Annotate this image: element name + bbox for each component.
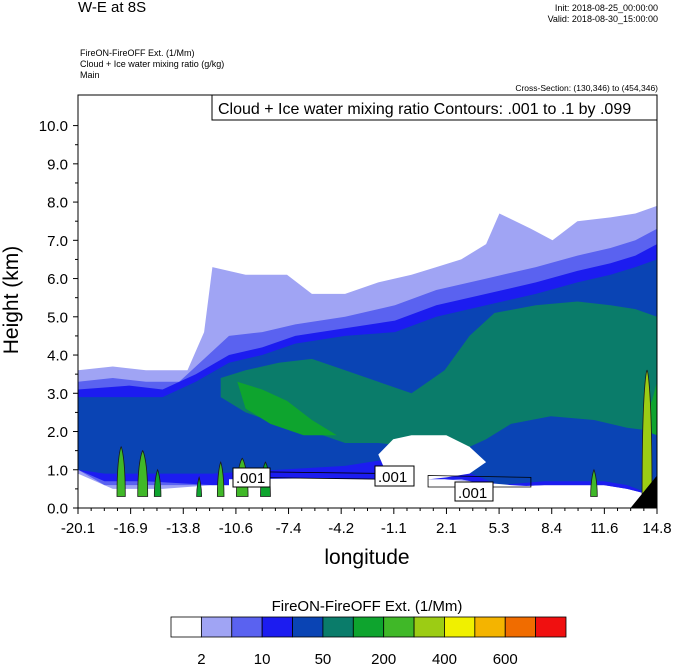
chart-title: W-E at 8S	[78, 0, 147, 16]
x-axis: -20.1 -16.9 -13.8 -10.6 -7.4 -4.2 -1.1 2.1 5.3 8.…	[61, 508, 672, 537]
colorbar-tick-label: 50	[315, 651, 332, 667]
x-tick-label: -7.4	[276, 520, 302, 537]
plume	[116, 445, 126, 497]
contour-value-label: .001	[458, 485, 487, 502]
y-axis: 0.0 1.0 2.0 3.0 4.0 5.0 6.0 7.0 8.0 9.0 10.0	[39, 118, 78, 518]
cross-section-label: Cross-Section: (130,346) to (454,346)	[515, 83, 658, 93]
colorbar-tick-label: 10	[254, 651, 271, 667]
colorbar-cell	[413, 616, 445, 638]
plume	[590, 468, 598, 497]
contour-info-box: Cloud + Ice water mixing ratio Contours:…	[211, 94, 658, 121]
x-tick-label: 11.6	[590, 520, 618, 537]
field-description-line-2: Cloud + Ice water mixing ratio (g/kg)	[80, 59, 225, 69]
colorbar-tick-label: 2	[197, 651, 205, 667]
y-tick-label: 2.0	[47, 424, 68, 441]
field-description-line-3: Main	[80, 70, 100, 80]
x-tick-label: 2.1	[436, 520, 457, 537]
x-tick-label: -1.1	[381, 520, 407, 537]
colorbar-cell	[322, 616, 354, 638]
y-tick-label: 4.0	[47, 348, 68, 365]
clear-cavity	[229, 478, 594, 508]
y-tick-label: 7.0	[47, 233, 68, 250]
colorbar-tick-label: 200	[371, 651, 396, 667]
colorbar-cell	[383, 616, 415, 638]
colorbar-tick-label: 600	[493, 651, 518, 667]
colorbar-title: FireON-FireOFF Ext. (1/Mm)	[272, 598, 463, 615]
contour-value-labels: .001 .001 .001	[232, 465, 494, 502]
plume	[153, 468, 162, 497]
colorbar-cell	[474, 616, 506, 638]
colorbar-cell	[352, 616, 385, 638]
contour-fill	[78, 205, 657, 508]
valid-time: Valid: 2018-08-30_15:00:00	[547, 14, 658, 24]
y-axis-label: Height (km)	[0, 246, 23, 355]
colorbar-cell	[444, 616, 476, 638]
colorbar-cell	[292, 616, 324, 638]
plume	[196, 476, 202, 497]
x-tick-label: -13.8	[166, 520, 200, 537]
x-tick-label: 14.8	[642, 520, 671, 537]
colorbar-cell	[504, 616, 537, 638]
colorbar-tick-labels: 2 10 50 200 400 600	[197, 651, 518, 667]
field-description-line-1: FireON-FireOFF Ext. (1/Mm)	[80, 48, 195, 58]
contour-value-label: .001	[236, 470, 265, 487]
terrain	[630, 475, 657, 508]
x-tick-label: -10.6	[219, 520, 253, 537]
colorbar-tick-label: 400	[432, 651, 457, 667]
y-tick-label: 3.0	[47, 386, 68, 403]
y-tick-label: 8.0	[47, 195, 68, 212]
colorbar-cells	[170, 616, 567, 638]
y-tick-label: 1.0	[47, 462, 68, 479]
x-axis-label: longitude	[324, 546, 409, 569]
colorbar-cell	[535, 616, 567, 638]
colorbar-cell	[261, 616, 293, 638]
x-tick-label: -4.2	[328, 520, 354, 537]
contour-band	[237, 381, 337, 436]
plume	[641, 369, 653, 497]
x-tick-label: -20.1	[61, 520, 95, 537]
colorbar-cell	[231, 616, 263, 638]
y-tick-label: 9.0	[47, 156, 68, 173]
y-tick-label: 5.0	[47, 309, 68, 326]
y-tick-label: 6.0	[47, 271, 68, 288]
y-tick-label: 0.0	[47, 501, 68, 518]
x-tick-label: -16.9	[114, 520, 148, 537]
init-time: Init: 2018-08-25_00:00:00	[554, 3, 658, 13]
cloud-contour-line	[427, 475, 532, 488]
contour-info-text: Cloud + Ice water mixing ratio Contours:…	[218, 101, 631, 118]
plume	[137, 449, 149, 497]
colorbar: FireON-FireOFF Ext. (1/Mm) 2 10 50 200 400 60…	[170, 598, 567, 667]
x-tick-label: 8.4	[541, 520, 562, 537]
x-tick-label: 5.3	[489, 520, 510, 537]
contour-band	[220, 301, 657, 451]
contour-value-label: .001	[378, 469, 407, 486]
colorbar-cell	[200, 616, 233, 638]
plume	[216, 461, 225, 497]
colorbar-cell	[170, 616, 202, 638]
y-tick-label: 10.0	[39, 118, 68, 135]
